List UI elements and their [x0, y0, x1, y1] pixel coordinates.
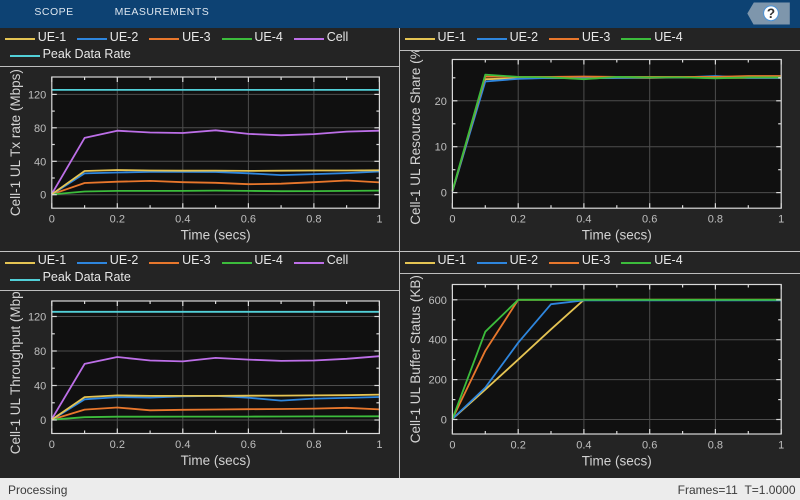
svg-text:1: 1 [376, 214, 382, 226]
svg-text:0.6: 0.6 [642, 439, 657, 451]
svg-text:80: 80 [34, 123, 46, 135]
svg-text:0.2: 0.2 [510, 439, 525, 451]
svg-text:1: 1 [778, 214, 784, 226]
svg-text:40: 40 [34, 381, 46, 393]
svg-text:0.2: 0.2 [110, 439, 125, 451]
svg-text:1: 1 [376, 439, 382, 451]
svg-text:Cell-1 UL Tx rate (Mbps): Cell-1 UL Tx rate (Mbps) [8, 69, 23, 216]
svg-text:0.2: 0.2 [110, 214, 125, 226]
svg-text:1: 1 [778, 439, 784, 451]
svg-text:0: 0 [49, 214, 55, 226]
svg-text:0.6: 0.6 [241, 214, 256, 226]
svg-text:0: 0 [449, 214, 455, 226]
svg-text:400: 400 [428, 334, 446, 346]
svg-text:Time (secs): Time (secs) [582, 453, 652, 468]
svg-text:0.4: 0.4 [576, 439, 591, 451]
svg-text:Time (secs): Time (secs) [181, 228, 251, 243]
svg-text:?: ? [767, 6, 775, 21]
svg-text:120: 120 [28, 89, 46, 101]
svg-text:0: 0 [449, 439, 455, 451]
svg-text:600: 600 [428, 294, 446, 306]
svg-text:0.4: 0.4 [576, 214, 591, 226]
svg-text:120: 120 [28, 312, 46, 324]
svg-text:Time (secs): Time (secs) [582, 228, 652, 243]
svg-text:0: 0 [441, 188, 447, 200]
svg-text:200: 200 [428, 374, 446, 386]
svg-text:0.4: 0.4 [175, 439, 190, 451]
svg-text:40: 40 [34, 156, 46, 168]
svg-text:0.8: 0.8 [306, 214, 321, 226]
svg-text:0: 0 [40, 415, 46, 427]
svg-text:0.6: 0.6 [642, 214, 657, 226]
svg-text:0: 0 [49, 439, 55, 451]
svg-text:0.6: 0.6 [241, 439, 256, 451]
svg-text:Cell-1 UL Buffer Status (KB): Cell-1 UL Buffer Status (KB) [408, 275, 423, 443]
svg-text:0.8: 0.8 [708, 214, 723, 226]
svg-text:Cell-1 UL Resource Share (%): Cell-1 UL Resource Share (%) [408, 51, 423, 225]
svg-text:Time (secs): Time (secs) [181, 453, 251, 468]
svg-text:0: 0 [441, 414, 447, 426]
svg-text:0: 0 [40, 190, 46, 202]
svg-text:10: 10 [434, 142, 446, 154]
svg-text:0.8: 0.8 [306, 439, 321, 451]
svg-text:0.8: 0.8 [708, 439, 723, 451]
svg-text:0.2: 0.2 [510, 214, 525, 226]
svg-text:80: 80 [34, 346, 46, 358]
svg-text:0.4: 0.4 [175, 214, 190, 226]
svg-text:Cell-1 UL Throughput (Mbps): Cell-1 UL Throughput (Mbps) [8, 292, 23, 454]
svg-text:20: 20 [434, 96, 446, 108]
